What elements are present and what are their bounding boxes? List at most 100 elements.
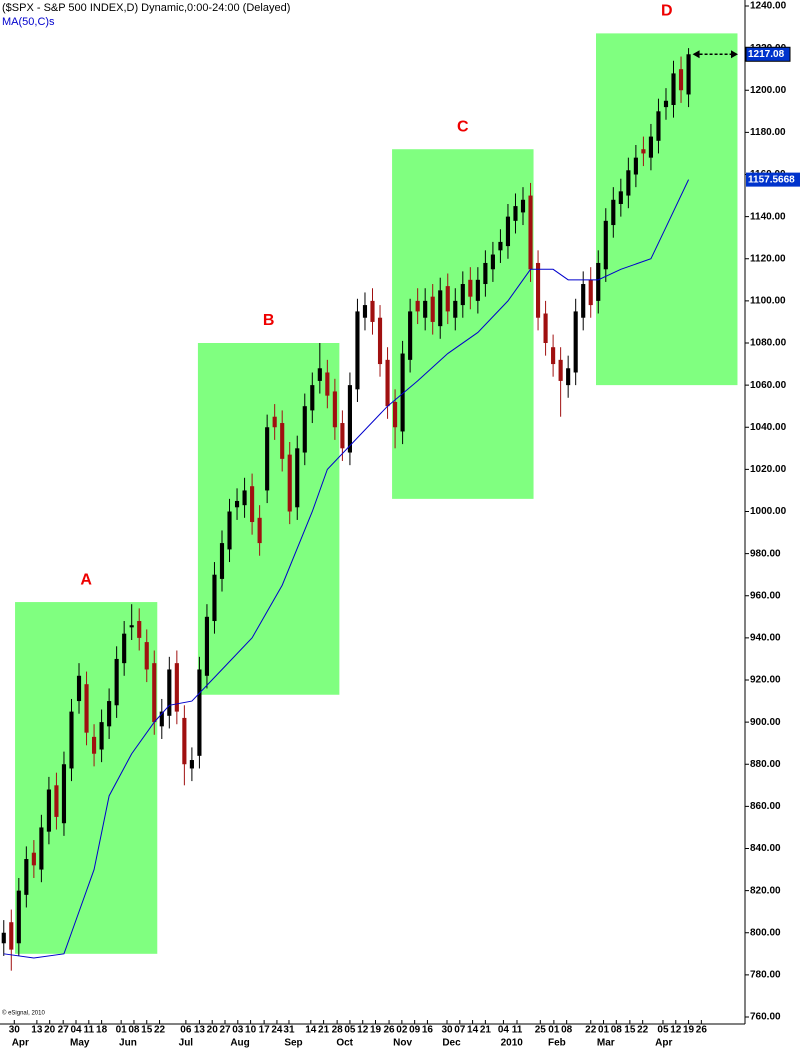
x-tick-label: 02 bbox=[396, 1025, 408, 1036]
x-tick-label: 05 bbox=[344, 1025, 356, 1036]
candle-body bbox=[543, 313, 548, 343]
x-tick-label: 04 bbox=[498, 1025, 510, 1036]
region-label: C bbox=[457, 118, 469, 135]
y-tick-label: 880.00 bbox=[750, 759, 781, 770]
month-label: Dec bbox=[442, 1038, 461, 1049]
x-tick-label: 04 bbox=[70, 1025, 82, 1036]
candle-body bbox=[460, 284, 465, 306]
region-label: D bbox=[661, 3, 673, 20]
month-label: Jun bbox=[119, 1038, 137, 1049]
candle-body bbox=[400, 353, 405, 432]
candle-body bbox=[453, 300, 458, 318]
y-tick-label: 1180.00 bbox=[750, 127, 786, 138]
ma-value-box bbox=[746, 172, 800, 187]
x-tick-label: 06 bbox=[180, 1025, 192, 1036]
candle-body bbox=[280, 423, 285, 459]
x-tick-label: 14 bbox=[305, 1025, 317, 1036]
candle-body bbox=[107, 701, 112, 727]
y-tick-label: 980.00 bbox=[750, 548, 781, 559]
y-tick-label: 1200.00 bbox=[750, 85, 787, 96]
candle-body bbox=[46, 789, 51, 832]
x-tick-label: 08 bbox=[611, 1025, 623, 1036]
y-tick-label: 1100.00 bbox=[750, 296, 786, 307]
candle-body bbox=[347, 385, 352, 453]
month-label: Mar bbox=[597, 1038, 615, 1049]
candle-body bbox=[204, 616, 210, 676]
region-label: B bbox=[263, 312, 275, 329]
candle-body bbox=[76, 675, 82, 702]
month-label: Nov bbox=[393, 1038, 412, 1049]
candle-body bbox=[535, 262, 541, 318]
candle-body bbox=[69, 711, 74, 769]
candle-body bbox=[596, 262, 601, 301]
month-label: Sep bbox=[284, 1038, 302, 1049]
candle-body bbox=[219, 543, 225, 579]
x-tick-label: 20 bbox=[207, 1025, 219, 1036]
x-tick-label: 11 bbox=[84, 1025, 95, 1036]
x-tick-label: 19 bbox=[370, 1025, 382, 1036]
candle-body bbox=[626, 170, 631, 196]
candle-body bbox=[603, 220, 608, 270]
candle-body bbox=[445, 286, 450, 312]
highlight-region bbox=[197, 343, 340, 695]
candle-body bbox=[551, 347, 556, 365]
x-tick-label: 01 bbox=[116, 1025, 128, 1036]
candle-body bbox=[152, 663, 157, 723]
candle-body bbox=[498, 241, 503, 251]
candle-body bbox=[174, 663, 179, 712]
candle-body bbox=[385, 359, 390, 407]
candle-body bbox=[581, 284, 586, 318]
chart-title: ($SPX - S&P 500 INDEX,D) Dynamic,0:00-24… bbox=[2, 2, 290, 14]
candle-body bbox=[1, 932, 6, 944]
last-price-label: 1217.08 bbox=[748, 49, 785, 60]
x-tick-label: 19 bbox=[683, 1025, 695, 1036]
candle-body bbox=[24, 859, 29, 895]
y-tick-label: 1140.00 bbox=[750, 211, 786, 222]
month-label: Apr bbox=[12, 1038, 29, 1049]
month-label: Aug bbox=[230, 1038, 249, 1049]
highlight-region bbox=[392, 149, 534, 499]
moving-average bbox=[3, 179, 690, 959]
legend-entry: MA(50,C)s bbox=[2, 16, 55, 28]
regions bbox=[15, 33, 738, 954]
candle-body bbox=[99, 722, 104, 750]
candle-body bbox=[377, 317, 383, 365]
candle-body bbox=[257, 517, 262, 544]
candle-body bbox=[528, 195, 533, 270]
x-tick-label: 10 bbox=[245, 1025, 257, 1036]
month-label: 2010 bbox=[501, 1038, 524, 1049]
month-label: Apr bbox=[655, 1038, 672, 1049]
candle-body bbox=[159, 711, 164, 727]
candle-body bbox=[648, 136, 654, 158]
x-tick-label: 18 bbox=[96, 1025, 108, 1036]
highlight-region bbox=[15, 602, 158, 954]
candle-body bbox=[415, 300, 420, 312]
candle-body bbox=[633, 157, 638, 175]
candle-body bbox=[468, 279, 473, 297]
highlight-region bbox=[596, 33, 738, 386]
candle-body bbox=[566, 368, 571, 386]
x-tick-label: 15 bbox=[624, 1025, 636, 1036]
x-tick-label: 11 bbox=[512, 1025, 523, 1036]
candle-body bbox=[317, 368, 322, 381]
candle-body bbox=[340, 423, 345, 449]
region-label: A bbox=[80, 571, 92, 588]
x-tick-label: 08 bbox=[561, 1025, 573, 1036]
candle-body bbox=[287, 454, 292, 512]
candle-body bbox=[167, 669, 172, 716]
x-tick-label: 07 bbox=[454, 1025, 466, 1036]
candle-body bbox=[16, 890, 21, 944]
candle-body bbox=[438, 290, 443, 327]
copyright: © eSignal, 2010 bbox=[2, 1010, 45, 1017]
candle-body bbox=[114, 658, 119, 706]
month-label: Feb bbox=[548, 1038, 566, 1049]
x-tick-label: 31 bbox=[283, 1025, 295, 1036]
x-tick-label: 09 bbox=[409, 1025, 421, 1036]
candle-body bbox=[370, 300, 375, 322]
candle-body bbox=[54, 785, 59, 817]
candle-body bbox=[520, 199, 526, 213]
x-tick-label: 25 bbox=[535, 1025, 547, 1036]
y-tick-label: 1240.00 bbox=[750, 1, 787, 12]
x-tick-label: 27 bbox=[58, 1025, 70, 1036]
